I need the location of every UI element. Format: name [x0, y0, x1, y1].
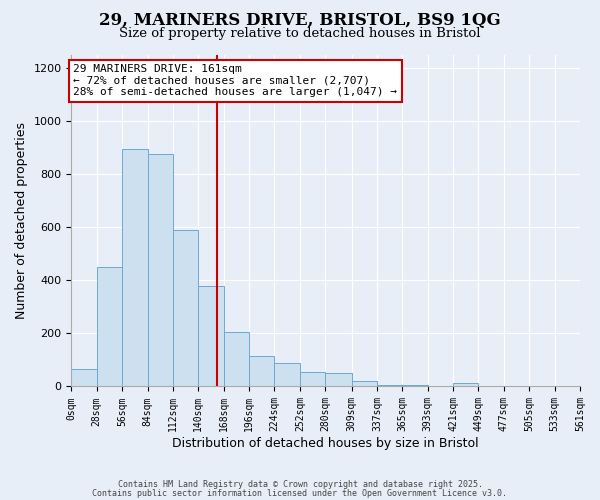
Bar [173, 230, 199, 386]
Text: Contains public sector information licensed under the Open Government Licence v3: Contains public sector information licen… [92, 488, 508, 498]
Y-axis label: Number of detached properties: Number of detached properties [15, 122, 28, 319]
Text: 29 MARINERS DRIVE: 161sqm
← 72% of detached houses are smaller (2,707)
28% of se: 29 MARINERS DRIVE: 161sqm ← 72% of detac… [73, 64, 397, 98]
Bar [71, 369, 97, 386]
X-axis label: Distribution of detached houses by size in Bristol: Distribution of detached houses by size … [172, 437, 479, 450]
Bar [325, 373, 352, 386]
Bar [377, 385, 403, 386]
Bar [274, 362, 300, 386]
Text: Contains HM Land Registry data © Crown copyright and database right 2025.: Contains HM Land Registry data © Crown c… [118, 480, 482, 489]
Text: Size of property relative to detached houses in Bristol: Size of property relative to detached ho… [119, 28, 481, 40]
Text: 29, MARINERS DRIVE, BRISTOL, BS9 1QG: 29, MARINERS DRIVE, BRISTOL, BS9 1QG [99, 12, 501, 29]
Bar [300, 372, 325, 386]
Bar [224, 332, 249, 386]
Bar [199, 286, 224, 386]
Bar [403, 385, 428, 386]
Bar [97, 267, 122, 386]
Bar [352, 381, 377, 386]
Bar [453, 384, 478, 386]
Bar [148, 154, 173, 386]
Bar [249, 356, 274, 386]
Bar [122, 149, 148, 386]
